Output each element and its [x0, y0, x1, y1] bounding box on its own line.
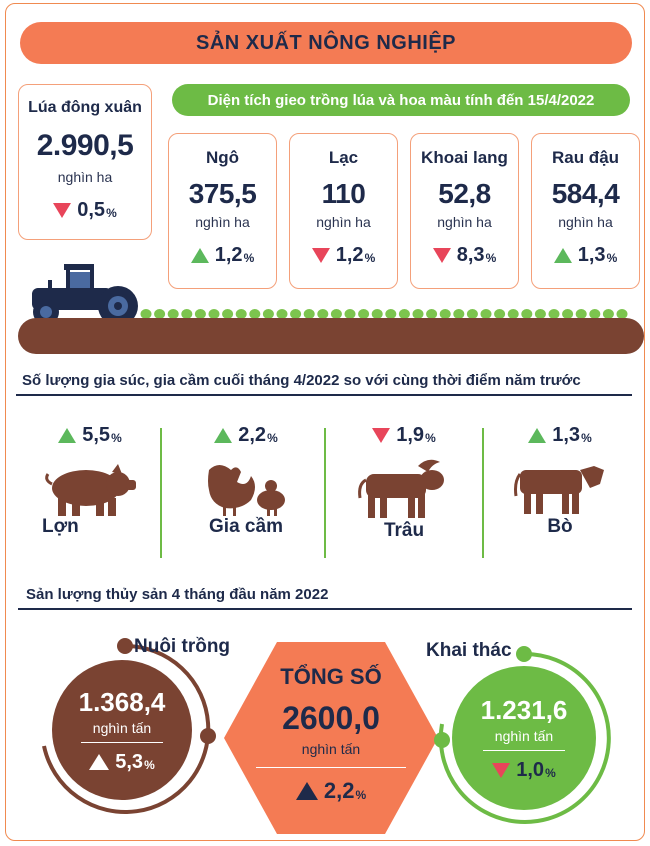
plant-sprout — [358, 309, 370, 319]
plant-sprout — [521, 309, 533, 319]
crops-banner: Diện tích gieo trồng lúa và hoa màu tính… — [172, 84, 630, 116]
plant-sprout — [453, 309, 465, 319]
up-arrow-icon — [553, 248, 572, 263]
total-hexagon — [224, 642, 438, 834]
plant-sprout — [290, 309, 302, 319]
plant-sprout — [140, 309, 152, 319]
plants-row — [140, 309, 628, 319]
plant-sprout — [317, 309, 329, 319]
plant-sprout — [412, 309, 424, 319]
aquaculture-ring — [42, 638, 216, 814]
divider — [483, 749, 565, 751]
plant-sprout — [262, 309, 274, 319]
plant-sprout — [276, 309, 288, 319]
plant-sprout — [494, 309, 506, 319]
up-arrow-icon — [89, 754, 110, 770]
plant-sprout — [385, 309, 397, 319]
down-arrow-icon — [311, 248, 330, 263]
poultry-icon — [208, 465, 285, 516]
plant-sprout — [602, 309, 614, 319]
plant-sprout — [344, 309, 356, 319]
plant-sprout — [616, 309, 628, 319]
plant-sprout — [222, 309, 234, 319]
total-block: TỔNG SỐ 2600,0 nghìn tấn 2,2% — [222, 640, 440, 836]
rice-card: Lúa đông xuân 2.990,5 nghìn ha 0,5% — [18, 84, 152, 240]
plant-sprout — [507, 309, 519, 319]
crop-card-khoai-lang: Khoai lang 52,8 nghìn ha 8,3% — [410, 133, 519, 289]
up-arrow-icon — [295, 782, 318, 800]
plant-sprout — [548, 309, 560, 319]
rice-change: 0,5% — [53, 199, 117, 222]
plant-sprout — [575, 309, 587, 319]
buffalo-icon — [358, 459, 444, 518]
separator — [160, 428, 162, 558]
plant-sprout — [194, 309, 206, 319]
crop-card-rau-dau: Rau đậu 584,4 nghìn ha 1,3% — [531, 133, 640, 289]
aquaculture-name: Nuôi trồng — [134, 636, 231, 657]
plant-sprout — [167, 309, 179, 319]
capture-circle: 1.231,6 nghìn tấn 1,0% — [452, 666, 596, 810]
plant-sprout — [330, 309, 342, 319]
fishery-title: Sản lượng thủy sản 4 tháng đầu năm 2022 — [26, 586, 329, 603]
livestock-cow: 1,3% Bò — [500, 424, 620, 538]
tractor-icon — [32, 264, 138, 326]
plant-sprout — [235, 309, 247, 319]
rice-unit: nghìn ha — [57, 169, 113, 185]
crop-card-lac: Lạc 110 nghìn ha 1,2% — [289, 133, 398, 289]
up-arrow-icon — [58, 428, 77, 443]
pig-icon — [45, 464, 136, 516]
up-arrow-icon — [190, 248, 209, 263]
livestock-rule — [16, 394, 632, 396]
livestock-buffalo: 1,9% Trâu — [344, 424, 464, 542]
capture-ring — [434, 646, 611, 824]
crop-card-ngo: Ngô 375,5 nghìn ha 1,2% — [168, 133, 277, 289]
plant-sprout — [426, 309, 438, 319]
plant-sprout — [181, 309, 193, 319]
down-arrow-icon — [53, 203, 72, 218]
down-arrow-icon — [372, 428, 391, 443]
plant-sprout — [249, 309, 261, 319]
plant-sprout — [589, 309, 601, 319]
separator — [324, 428, 326, 558]
rice-value: 2.990,5 — [36, 129, 134, 162]
plant-sprout — [534, 309, 546, 319]
livestock-pig: 5,5% Lợn — [30, 424, 150, 538]
plant-sprout — [480, 309, 492, 319]
plant-sprout — [208, 309, 220, 319]
livestock-poultry: 2,2% Gia cầm — [186, 424, 306, 538]
plant-sprout — [154, 309, 166, 319]
plant-sprout — [466, 309, 478, 319]
down-arrow-icon — [432, 248, 451, 263]
fishery-rule — [18, 608, 632, 610]
up-arrow-icon — [528, 428, 547, 443]
soil-ground — [18, 318, 644, 354]
divider — [256, 767, 406, 768]
separator — [482, 428, 484, 558]
livestock-title: Số lượng gia súc, gia cầm cuối tháng 4/2… — [22, 372, 581, 389]
plant-sprout — [562, 309, 574, 319]
up-arrow-icon — [214, 428, 233, 443]
plant-sprout — [303, 309, 315, 319]
rice-name: Lúa đông xuân — [28, 99, 142, 116]
page-title: SẢN XUẤT NÔNG NGHIỆP — [20, 22, 632, 64]
down-arrow-icon — [492, 762, 511, 778]
page-frame — [5, 3, 645, 841]
plant-sprout — [371, 309, 383, 319]
plant-sprout — [439, 309, 451, 319]
plant-sprout — [398, 309, 410, 319]
aquaculture-circle: 1.368,4 nghìn tấn 5,3% — [52, 660, 192, 800]
divider — [81, 741, 163, 743]
capture-name: Khai thác — [426, 640, 512, 661]
cow-icon — [514, 466, 604, 514]
